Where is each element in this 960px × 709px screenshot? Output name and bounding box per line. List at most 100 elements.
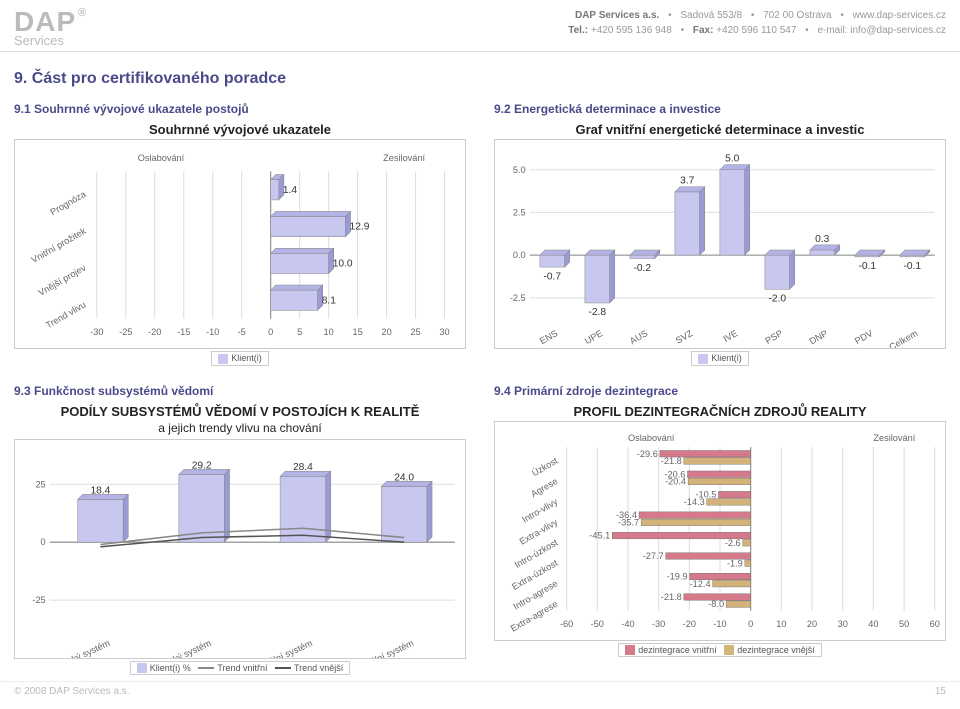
company-web: www.dap-services.cz — [853, 10, 946, 21]
svg-text:Celkem: Celkem — [887, 328, 919, 348]
svg-text:-0.7: -0.7 — [543, 271, 561, 282]
svg-text:Sociální systém: Sociální systém — [353, 637, 416, 657]
svg-text:Prognóza: Prognóza — [49, 189, 89, 218]
chart1-box: -30-25-20-15-10-5051015202530OslabováníZ… — [14, 139, 466, 349]
chart4-box: -60-50-40-30-20-100102030405060Oslabován… — [494, 421, 946, 641]
svg-text:Vnitřní prožitek: Vnitřní prožitek — [30, 226, 88, 266]
svg-text:-1.9: -1.9 — [727, 558, 743, 568]
chart2-cell: 9.2 Energetická determinace a investice … — [494, 102, 946, 366]
svg-text:25: 25 — [35, 479, 45, 489]
svg-text:Úzkost: Úzkost — [530, 455, 560, 478]
chart3-legend: Klient(i) % Trend vnitřní Trend vnější — [130, 661, 350, 676]
chart4-title: PROFIL DEZINTEGRAČNÍCH ZDROJŮ REALITY — [494, 404, 946, 419]
svg-text:AUS: AUS — [628, 328, 649, 346]
chart2-head: 9.2 Energetická determinace a investice — [494, 102, 946, 116]
svg-text:-14.3: -14.3 — [684, 497, 705, 507]
section-title: 9. Část pro certifikovaného poradce — [14, 70, 946, 88]
svg-text:-40: -40 — [621, 619, 634, 629]
chart3-subtitle: a jejich trendy vlivu na chování — [14, 421, 466, 435]
header-info: DAP Services a.s. • Sadová 553/8 • 702 0… — [568, 8, 946, 38]
svg-text:UPE: UPE — [583, 328, 604, 346]
chart1-legend-text: Klient(i) — [231, 353, 262, 363]
svg-text:20: 20 — [381, 327, 391, 337]
chart2-box: 5.02.50.0-2.5-0.7ENS-2.8UPE-0.2AUS3.7SVZ… — [494, 139, 946, 349]
svg-text:-20: -20 — [683, 619, 696, 629]
chart4-head: 9.4 Primární zdroje dezintegrace — [494, 384, 946, 398]
svg-text:Vnější projev: Vnější projev — [37, 262, 88, 297]
svg-text:5.0: 5.0 — [513, 165, 526, 175]
svg-text:PSP: PSP — [763, 328, 784, 346]
svg-text:-25: -25 — [119, 327, 132, 337]
svg-text:-5: -5 — [238, 327, 246, 337]
svg-text:3.7: 3.7 — [680, 176, 695, 187]
svg-text:-21.8: -21.8 — [661, 592, 682, 602]
svg-text:15: 15 — [352, 327, 362, 337]
fax-label: Fax: — [693, 25, 714, 36]
svg-text:-0.1: -0.1 — [903, 261, 921, 272]
svg-text:10: 10 — [776, 619, 786, 629]
svg-text:-19.9: -19.9 — [667, 571, 688, 581]
svg-text:Zesilování: Zesilování — [873, 433, 915, 443]
svg-text:60: 60 — [930, 619, 940, 629]
svg-text:10: 10 — [324, 327, 334, 337]
chart3-legend-l1: Trend vnitřní — [217, 663, 267, 673]
logo-text: DAP — [14, 8, 76, 36]
svg-text:SVZ: SVZ — [674, 328, 695, 346]
svg-text:Energetický systém: Energetický systém — [136, 637, 213, 657]
svg-text:-10: -10 — [713, 619, 726, 629]
svg-text:Oslabování: Oslabování — [628, 433, 675, 443]
chart3-legend-l2: Trend vnější — [294, 663, 343, 673]
chart3-title: PODÍLY SUBSYSTÉMŮ VĚDOMÍ V POSTOJÍCH K R… — [14, 404, 466, 419]
svg-text:-0.2: -0.2 — [633, 263, 651, 274]
svg-text:-2.0: -2.0 — [768, 294, 786, 305]
logo-reg: ® — [78, 8, 87, 19]
svg-text:5.0: 5.0 — [725, 154, 740, 165]
chart1-legend: Klient(i) — [211, 351, 269, 366]
svg-text:IVE: IVE — [722, 328, 740, 344]
chart1-title: Souhrnné vývojové ukazatele — [14, 122, 466, 137]
svg-text:-60: -60 — [560, 619, 573, 629]
svg-text:Trend vlivu: Trend vlivu — [44, 299, 88, 330]
svg-text:5: 5 — [297, 327, 302, 337]
svg-text:-45.1: -45.1 — [589, 530, 610, 540]
svg-text:50: 50 — [899, 619, 909, 629]
svg-text:20: 20 — [807, 619, 817, 629]
fax-value: +420 596 110 547 — [716, 25, 796, 36]
chart4-legend: dezintegrace vnitřní dezintegrace vnější — [618, 643, 822, 658]
svg-text:-25: -25 — [32, 595, 45, 605]
svg-text:ENS: ENS — [538, 328, 559, 346]
chart1-cell: 9.1 Souhrnné vývojové ukazatele postojů … — [14, 102, 466, 366]
svg-text:-20: -20 — [148, 327, 161, 337]
svg-text:-29.6: -29.6 — [637, 448, 658, 458]
svg-text:30: 30 — [838, 619, 848, 629]
svg-text:-2.5: -2.5 — [510, 293, 526, 303]
page-number: 15 — [935, 686, 946, 697]
svg-text:-30: -30 — [90, 327, 103, 337]
svg-text:0.0: 0.0 — [513, 250, 526, 260]
chart1-head: 9.1 Souhrnné vývojové ukazatele postojů — [14, 102, 466, 116]
svg-text:1.4: 1.4 — [283, 185, 298, 196]
svg-text:12.9: 12.9 — [350, 222, 370, 233]
chart4-cell: 9.4 Primární zdroje dezintegrace PROFIL … — [494, 384, 946, 676]
svg-text:24.0: 24.0 — [394, 472, 414, 483]
svg-text:8.1: 8.1 — [322, 295, 337, 306]
svg-text:18.4: 18.4 — [90, 485, 110, 496]
mail-value: info@dap-services.cz — [850, 25, 946, 36]
svg-text:0.3: 0.3 — [815, 234, 830, 245]
svg-text:-15: -15 — [177, 327, 190, 337]
svg-text:40: 40 — [868, 619, 878, 629]
mail-label: e-mail: — [817, 25, 847, 36]
svg-text:-20.4: -20.4 — [665, 476, 686, 486]
chart2-legend: Klient(i) — [691, 351, 749, 366]
svg-text:Agrese: Agrese — [529, 476, 559, 499]
page-header: DAP ® Services DAP Services a.s. • Sadov… — [0, 0, 960, 52]
footer: © 2008 DAP Services a.s. 15 — [0, 681, 960, 701]
tel-label: Tel.: — [568, 25, 588, 36]
svg-text:29.2: 29.2 — [192, 460, 212, 471]
chart3-box: 250-2518.4Somatický systém29.2Energetick… — [14, 439, 466, 659]
svg-text:-50: -50 — [591, 619, 604, 629]
page-body: 9. Část pro certifikovaného poradce 9.1 … — [0, 52, 960, 681]
svg-text:0: 0 — [41, 537, 46, 547]
company-name: DAP Services a.s. — [575, 10, 659, 21]
logo-subtext: Services — [14, 34, 87, 47]
